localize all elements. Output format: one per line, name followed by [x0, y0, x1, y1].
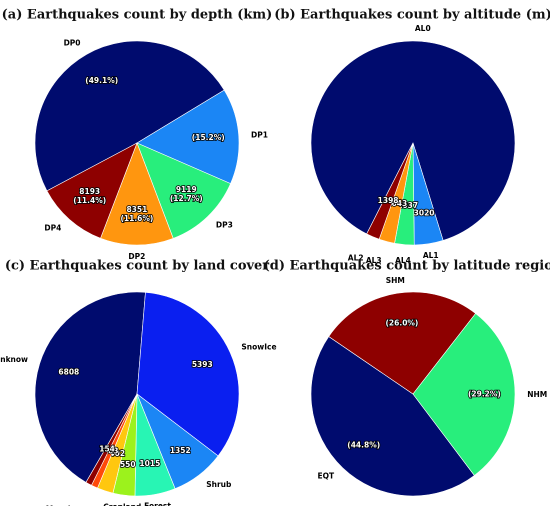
pie-slice-snowice — [136, 292, 240, 457]
pie-slice-eqt — [310, 336, 475, 497]
chart-title: (b) Earthquakes count by altitude (m) — [274, 8, 550, 23]
slice-value-label: 8193 (11.4%) — [73, 187, 106, 205]
pie-slice-dp3 — [136, 142, 231, 239]
slice-value-label: 2037 — [397, 201, 418, 210]
chart-title: (c) Earthquakes count by land cover — [5, 259, 269, 274]
chart-title: (a) Earthquakes count by depth (km) — [2, 8, 273, 23]
slice-value-label: 1352 — [170, 446, 191, 455]
slice-category-label: AL4 — [395, 256, 411, 265]
pie-slice-dp1 — [136, 89, 240, 185]
slice-category-label: DP3 — [216, 221, 233, 230]
pie-chart-3: (d) Earthquakes count by latitude region… — [264, 259, 550, 497]
slice-category-label: DP2 — [128, 252, 145, 261]
pie-slice-al2 — [366, 142, 414, 240]
slice-value-label: 402 — [109, 449, 125, 458]
slice-value-label: 550 — [120, 460, 136, 469]
pie-slice-dp2 — [100, 142, 174, 246]
pie-chart-2: (c) Earthquakes count by land cover 6808 U… — [0, 259, 277, 506]
slice-value-label: 163 — [103, 446, 119, 455]
slice-category-label: DP0 — [64, 39, 81, 48]
pie-slice-unknow — [34, 291, 146, 483]
slice-value-label: 3020 — [414, 209, 435, 218]
slice-category-label: SnowIce — [241, 343, 276, 352]
slice-value-label: 6808 — [58, 368, 79, 377]
slice-category-label: Unknow — [0, 355, 28, 364]
slice-category-label: Cropland — [103, 502, 141, 506]
slice-category-label: DP4 — [44, 224, 61, 233]
slice-value-label: 8351 (11.6%) — [120, 205, 153, 223]
slice-value-label: (29.2%) — [468, 390, 501, 399]
slice-category-label: AL0 — [415, 24, 431, 33]
slice-category-label: SHM — [386, 276, 405, 285]
slice-value-label: (44.8%) — [347, 441, 380, 450]
slice-category-label: NHM — [527, 390, 547, 399]
slice-category-label: DP1 — [251, 130, 268, 139]
pie-slice-dp0 — [34, 40, 225, 192]
slice-value-label: 5393 — [192, 360, 213, 369]
slice-category-label: AL3 — [366, 256, 382, 265]
slice-value-label: 1398 — [378, 196, 399, 205]
slice-value-label: 1015 — [139, 459, 160, 468]
slice-value-label: 154 — [99, 445, 115, 454]
pie-chart-1: (b) Earthquakes count by altitude (m)AL0… — [274, 8, 550, 265]
slice-value-label: (49.1%) — [85, 76, 118, 85]
pie-chart-0: (a) Earthquakes count by depth (km) (49.1… — [2, 8, 273, 262]
slice-category-label: Forest — [144, 501, 171, 506]
slice-category-label: EQT — [318, 472, 335, 481]
chart-title: (d) Earthquakes count by latitude region — [264, 259, 550, 274]
pie-slice-shm — [328, 291, 477, 395]
slice-category-label: AL1 — [423, 251, 439, 260]
slice-category-label: AL2 — [348, 253, 364, 262]
slice-value-label: 1643 — [386, 199, 407, 208]
pie-slice-nhm — [412, 313, 516, 476]
slice-value-label: (15.2%) — [192, 133, 225, 142]
slice-value-label: 9119 (12.7%) — [170, 185, 203, 203]
slice-category-label: Shrub — [206, 480, 232, 489]
pie-slice-mosaic — [85, 393, 138, 486]
slice-category-label: Mosaic — [46, 505, 75, 506]
slice-value-label: (26.0%) — [385, 318, 418, 327]
pie-slice-al0 — [310, 40, 516, 241]
pie-slice-dp4 — [46, 142, 138, 239]
